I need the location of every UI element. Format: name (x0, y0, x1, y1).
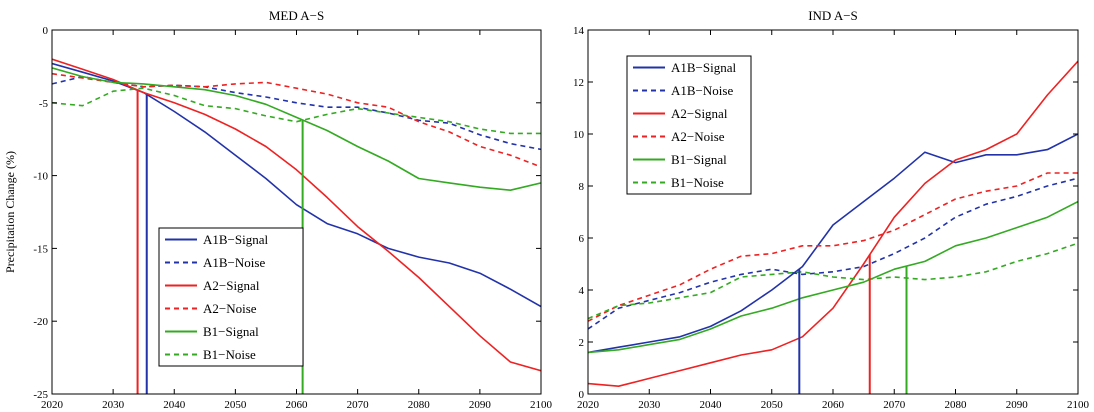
y-tick-label: -15 (33, 243, 48, 255)
series-line-b1-signal (588, 200, 1078, 354)
legend-label: B1−Noise (671, 175, 724, 190)
y-tick-label: -5 (39, 98, 49, 110)
series-line-a2-signal (52, 58, 541, 372)
legend-label: A1B−Signal (203, 232, 269, 247)
series-line-a2-noise (52, 72, 541, 168)
series-line-b1-noise (52, 87, 541, 135)
legend-label: A2−Noise (671, 129, 725, 144)
x-tick-label: 2070 (347, 399, 370, 411)
x-tick-label: 2030 (638, 399, 661, 411)
series-line-b1-noise (588, 242, 1078, 320)
legend-box (158, 227, 304, 367)
x-tick-label: 2100 (1067, 399, 1090, 411)
y-tick-label: 14 (573, 25, 585, 37)
x-tick-label: 2020 (577, 399, 600, 411)
x-tick-label: 2040 (700, 399, 723, 411)
x-tick-label: 2050 (761, 399, 784, 411)
x-tick-label: 2090 (1006, 399, 1029, 411)
y-tick-label: 4 (579, 285, 585, 297)
legend-label: A2−Signal (203, 278, 260, 293)
chart-panel-ind: IND A−S 2020 2030 2040 2050 2060 2070 2080 2090 2… (573, 8, 1090, 411)
y-tick-label: 2 (579, 337, 585, 349)
y-tick-label: 12 (573, 77, 584, 89)
legend-box (626, 55, 752, 195)
x-tick-label: 2070 (883, 399, 906, 411)
series-line-a2-noise (588, 172, 1078, 322)
legend-label: A1B−Noise (203, 255, 265, 270)
legend-label: A2−Signal (671, 106, 728, 121)
series-group (588, 60, 1078, 394)
legend-label: A1B−Noise (671, 83, 733, 98)
chart-title: MED A−S (269, 8, 324, 23)
legend-label: A1B−Signal (671, 60, 737, 75)
legend-label: B1−Signal (671, 152, 727, 167)
x-tick-label: 2030 (102, 399, 125, 411)
x-tick-label: 2060 (286, 399, 309, 411)
x-tick-label: 2020 (41, 399, 64, 411)
x-tick-label: 2090 (469, 399, 492, 411)
chart-title: IND A−S (808, 8, 858, 23)
series-group (52, 58, 541, 394)
x-tick-label: 2080 (945, 399, 968, 411)
y-tick-label: 0 (579, 389, 585, 401)
series-line-a1b-signal (588, 133, 1078, 354)
y-tick-label: 6 (579, 233, 585, 245)
y-tick-label: 10 (573, 129, 585, 141)
series-line-b1-signal (52, 67, 541, 191)
legend-label: A2−Noise (203, 301, 257, 316)
legend-label: B1−Signal (203, 324, 259, 339)
x-tick-label: 2040 (163, 399, 186, 411)
y-tick-label: 8 (579, 181, 585, 193)
y-axis-label: Precipitation Change (%) (3, 151, 17, 273)
x-tick-label: 2050 (224, 399, 247, 411)
x-tick-label: 2080 (408, 399, 431, 411)
x-tick-label: 2100 (530, 399, 553, 411)
y-tick-label: 0 (43, 25, 49, 37)
y-tick-label: -25 (33, 389, 48, 401)
legend-label: B1−Noise (203, 347, 256, 362)
y-tick-label: -10 (33, 171, 48, 183)
series-line-a2-signal (588, 60, 1078, 388)
y-tick-label: -20 (33, 316, 48, 328)
chart-panel-med: MED A−S Precipitation Change (%) 2020 2030 2… (3, 8, 553, 411)
series-line-a1b-noise (588, 177, 1078, 330)
x-tick-label: 2060 (822, 399, 845, 411)
